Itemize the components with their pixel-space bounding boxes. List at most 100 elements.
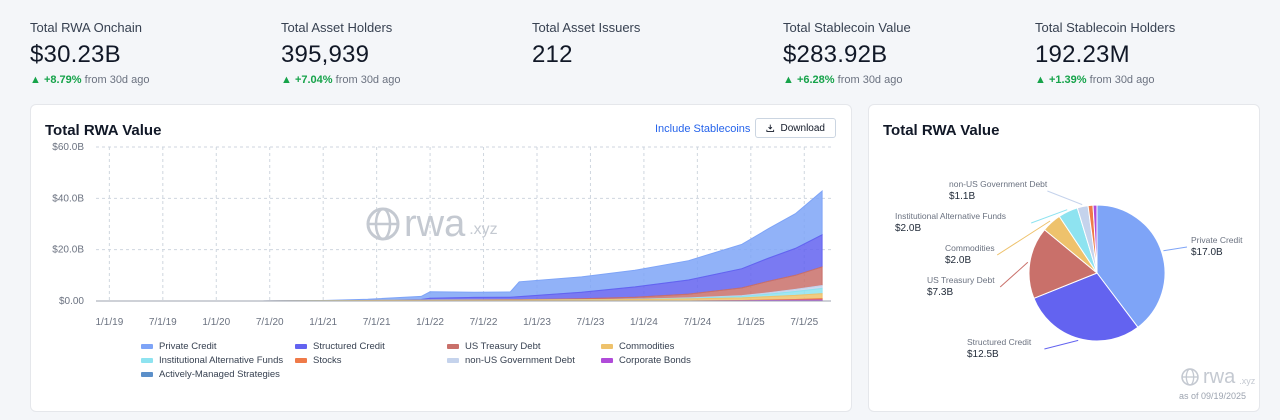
x-tick-label: 7/1/24 xyxy=(683,317,711,328)
legend-item-non-us-government-debt[interactable]: non-US Government Debt xyxy=(447,355,575,366)
legend-swatch xyxy=(295,358,307,363)
watermark-text: rwa xyxy=(404,203,466,245)
stat-label: Total Asset Issuers xyxy=(532,20,641,35)
y-tick-label: $20.0B xyxy=(52,245,84,256)
include-stablecoins-toggle[interactable]: Include Stablecoins xyxy=(655,123,751,135)
up-arrow-icon: ▲ xyxy=(1035,74,1049,86)
legend-swatch xyxy=(141,344,153,349)
x-tick-label: 1/1/21 xyxy=(309,317,337,328)
rwa-watermark: rwa .xyz xyxy=(366,205,498,243)
watermark-suffix: .xyz xyxy=(1239,375,1256,386)
x-tick-label: 7/1/23 xyxy=(577,317,605,328)
x-tick-label: 7/1/20 xyxy=(256,317,284,328)
stat-rwa-onchain: Total RWA Onchain $30.23B ▲ +8.79% from … xyxy=(30,20,260,86)
watermark-text: rwa xyxy=(1203,366,1236,388)
stat-label: Total Stablecoin Value xyxy=(783,20,911,35)
area-chart: $0.00 $20.0B $40.0B $60.0B 1/1/19 7/1/19 1/1/2… xyxy=(52,142,831,328)
pie-slice-structured-credit[interactable] xyxy=(1033,272,1139,342)
chart-title: Total RWA Value xyxy=(45,122,162,139)
up-arrow-icon: ▲ xyxy=(30,74,44,86)
stat-value: $30.23B xyxy=(30,41,121,68)
pie-slice-value: $12.5B xyxy=(967,349,999,360)
pie-leader-line xyxy=(1044,339,1079,350)
y-tick-label: $40.0B xyxy=(52,193,84,204)
x-tick-label: 1/1/19 xyxy=(95,317,123,328)
legend-label: US Treasury Debt xyxy=(465,341,541,352)
y-tick-label: $0.00 xyxy=(59,296,84,307)
legend-swatch xyxy=(601,358,613,363)
x-tick-label: 7/1/21 xyxy=(363,317,391,328)
legend-label: Structured Credit xyxy=(313,341,385,352)
stat-change-value: +8.79% xyxy=(43,74,82,86)
stat-label: Total Asset Holders xyxy=(281,20,393,35)
stat-value: 395,939 xyxy=(281,41,370,68)
legend-item-commodities[interactable]: Commodities xyxy=(601,341,674,352)
stat-change: ▲ +6.28% from 30d ago xyxy=(783,74,1013,86)
stat-asset-holders: Total Asset Holders 395,939 ▲ +7.04% fro… xyxy=(281,20,511,86)
stat-change: ▲ +1.39% from 30d ago xyxy=(1035,74,1265,86)
x-tick-label: 7/1/25 xyxy=(790,317,818,328)
legend-item-us-treasury-debt[interactable]: US Treasury Debt xyxy=(447,341,541,352)
stat-change-value: +7.04% xyxy=(294,74,333,86)
pie-slice-value: $1.1B xyxy=(949,191,975,202)
pie-watermark: rwa .xyz xyxy=(1181,367,1255,387)
pie-slice-label: Commodities xyxy=(945,243,995,253)
pie-slice-us-treasury-debt[interactable] xyxy=(1028,229,1098,299)
pie-leader-line xyxy=(1031,209,1068,224)
stat-change-suffix: from 30d ago xyxy=(335,74,401,86)
x-tick-label: 1/1/23 xyxy=(523,317,551,328)
legend-label: Private Credit xyxy=(159,341,217,352)
up-arrow-icon: ▲ xyxy=(783,74,797,86)
stat-change: ▲ +8.79% from 30d ago xyxy=(30,74,260,86)
pie-slice-label: non-US Government Debt xyxy=(949,179,1048,189)
pie-slice-value: $17.0B xyxy=(1191,247,1223,258)
stat-change-suffix: from 30d ago xyxy=(837,74,903,86)
legend-item-institutional-alternative-funds[interactable]: Institutional Alternative Funds xyxy=(141,355,283,366)
legend-label: Commodities xyxy=(619,341,675,352)
legend-swatch xyxy=(295,344,307,349)
pie-leader-line xyxy=(1047,190,1083,206)
as-of-date: as of 09/19/2025 xyxy=(1179,391,1247,401)
rwa-pie-card: Total RWA Value Private Credit $17.0B Stru… xyxy=(868,104,1260,412)
x-tick-label: 1/1/25 xyxy=(737,317,765,328)
download-icon xyxy=(766,124,775,132)
legend-label: Institutional Alternative Funds xyxy=(159,355,284,366)
legend-swatch xyxy=(447,358,459,363)
pie-slice-private-credit[interactable] xyxy=(1096,204,1166,329)
watermark-suffix: .xyz xyxy=(469,221,498,238)
legend-item-corporate-bonds[interactable]: Corporate Bonds xyxy=(601,355,691,366)
pie-slice-label: Institutional Alternative Funds xyxy=(895,211,1006,221)
stat-stablecoin-holders: Total Stablecoin Holders 192.23M ▲ +1.39… xyxy=(1035,20,1265,86)
legend-item-structured-credit[interactable]: Structured Credit xyxy=(295,341,385,352)
legend-item-stocks[interactable]: Stocks xyxy=(295,355,342,366)
pie-slice-value: $2.0B xyxy=(895,223,921,234)
x-tick-label: 1/1/24 xyxy=(630,317,658,328)
stat-label: Total Stablecoin Holders xyxy=(1035,20,1176,35)
y-tick-label: $60.0B xyxy=(52,142,84,153)
pie-slice-value: $2.0B xyxy=(945,255,971,266)
stat-change-suffix: from 30d ago xyxy=(1089,74,1155,86)
stat-change: ▲ +7.04% from 30d ago xyxy=(281,74,511,86)
pie-slice-value: $7.3B xyxy=(927,287,953,298)
pie-slice-label: Structured Credit xyxy=(967,337,1032,347)
legend-item-private-credit[interactable]: Private Credit xyxy=(141,341,217,352)
download-label: Download xyxy=(780,122,825,134)
stat-label: Total RWA Onchain xyxy=(30,20,142,35)
globe-icon xyxy=(366,207,400,241)
stat-value: $283.92B xyxy=(783,41,888,68)
x-tick-label: 7/1/22 xyxy=(470,317,498,328)
pie-slice-corporate-bonds[interactable] xyxy=(1092,204,1098,274)
pie-slice-label: US Treasury Debt xyxy=(927,275,995,285)
legend-label: Actively-Managed Strategies xyxy=(159,369,280,380)
x-tick-label: 7/1/19 xyxy=(149,317,177,328)
legend-swatch xyxy=(141,358,153,363)
legend-label: non-US Government Debt xyxy=(465,355,575,366)
stat-value: 212 xyxy=(532,41,573,68)
legend-item-actively-managed-strategies[interactable]: Actively-Managed Strategies xyxy=(141,369,280,380)
up-arrow-icon: ▲ xyxy=(281,74,295,86)
pie-leader-line xyxy=(996,220,1051,256)
rwa-value-chart-card: Total RWA Value Include Stablecoins Down… xyxy=(30,104,852,412)
legend-swatch xyxy=(141,372,153,377)
download-button[interactable]: Download xyxy=(755,118,836,138)
stat-change-suffix: from 30d ago xyxy=(84,74,150,86)
